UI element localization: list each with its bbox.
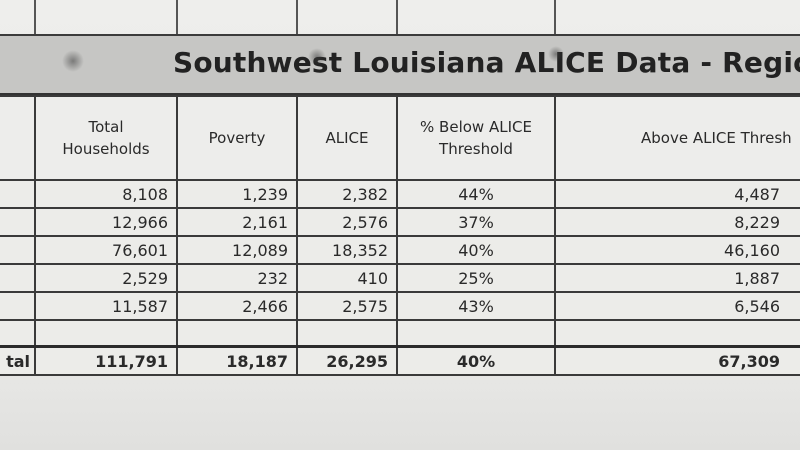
- cell-above: 46,160: [554, 235, 800, 265]
- table-row: 8,108 1,239 2,382 44% 4,487: [0, 179, 800, 209]
- cell-total-households: 76,601: [34, 235, 178, 265]
- table-row: 76,601 12,089 18,352 40% 46,160: [0, 235, 800, 265]
- table-row: 12,966 2,161 2,576 37% 8,229: [0, 207, 800, 237]
- cell-poverty: 2,466: [176, 291, 298, 321]
- cell-alice: 2,382: [296, 179, 398, 209]
- cell-total-households: 12,966: [34, 207, 178, 237]
- cell-pct-below: 25%: [396, 263, 556, 293]
- cell-poverty: 2,161: [176, 207, 298, 237]
- cell-poverty: 232: [176, 263, 298, 293]
- cell-alice: 410: [296, 263, 398, 293]
- title-bar: [0, 36, 800, 95]
- total-alice: 26,295: [296, 345, 398, 376]
- row-label: [0, 207, 36, 237]
- row-label: [0, 179, 36, 209]
- header-alice: ALICE: [296, 95, 398, 181]
- total-above: 67,309: [554, 345, 800, 376]
- cell-poverty: 12,089: [176, 235, 298, 265]
- cell-above: 1,887: [554, 263, 800, 293]
- table-row: 11,587 2,466 2,575 43% 6,546: [0, 291, 800, 321]
- table-header-row: Total Households Poverty ALICE % Below A…: [0, 95, 800, 181]
- total-label: tal: [0, 345, 36, 376]
- document-title: Southwest Louisiana ALICE Data - Regiona: [173, 46, 800, 79]
- grid-line: [34, 0, 36, 34]
- total-row: tal 111,791 18,187 26,295 40% 67,309: [0, 345, 800, 376]
- header-pct-below: % Below ALICE Threshold: [396, 95, 556, 181]
- total-households: 111,791: [34, 345, 178, 376]
- cell-pct-below: 43%: [396, 291, 556, 321]
- header-total-households: Total Households: [34, 95, 178, 181]
- cell-pct-below: 37%: [396, 207, 556, 237]
- total-pct-below: 40%: [396, 345, 556, 376]
- smudge-mark: [308, 48, 326, 66]
- grid-line: [396, 0, 398, 34]
- grid-line: [296, 0, 298, 34]
- cell-alice: 2,575: [296, 291, 398, 321]
- cell-poverty: 1,239: [176, 179, 298, 209]
- blank-row: [0, 319, 800, 348]
- page-margin: [0, 384, 800, 450]
- cell-total-households: 8,108: [34, 179, 178, 209]
- row-label: [0, 235, 36, 265]
- cell-above: 4,487: [554, 179, 800, 209]
- cell-total-households: 11,587: [34, 291, 178, 321]
- blank-cell: [0, 319, 36, 348]
- blank-cell: [176, 319, 298, 348]
- header-poverty: Poverty: [176, 95, 298, 181]
- cell-alice: 2,576: [296, 207, 398, 237]
- cell-total-households: 2,529: [34, 263, 178, 293]
- table-row: 2,529 232 410 25% 1,887: [0, 263, 800, 293]
- total-poverty: 18,187: [176, 345, 298, 376]
- grid-line: [554, 0, 556, 34]
- blank-cell: [34, 319, 178, 348]
- header-above: Above ALICE Thresh: [554, 95, 800, 181]
- blank-cell: [296, 319, 398, 348]
- alice-data-table: Total Households Poverty ALICE % Below A…: [0, 95, 800, 376]
- cell-alice: 18,352: [296, 235, 398, 265]
- cell-pct-below: 40%: [396, 235, 556, 265]
- cell-above: 6,546: [554, 291, 800, 321]
- blank-cell: [554, 319, 800, 348]
- previous-table-remnant: [0, 0, 800, 36]
- header-label: [0, 95, 36, 181]
- blank-cell: [396, 319, 556, 348]
- smudge-mark: [548, 46, 564, 62]
- smudge-mark: [62, 50, 84, 72]
- row-label: [0, 263, 36, 293]
- grid-line: [176, 0, 178, 34]
- row-label: [0, 291, 36, 321]
- cell-pct-below: 44%: [396, 179, 556, 209]
- cell-above: 8,229: [554, 207, 800, 237]
